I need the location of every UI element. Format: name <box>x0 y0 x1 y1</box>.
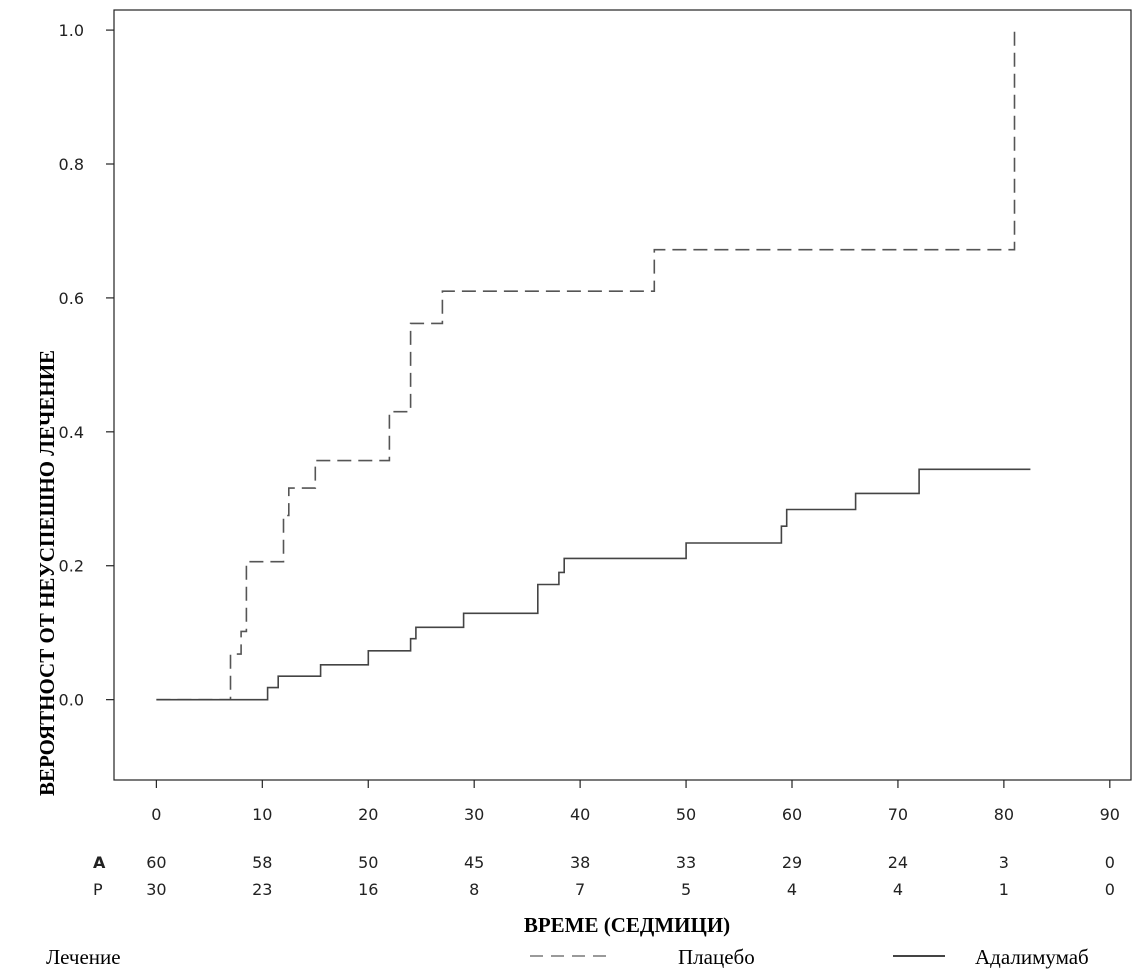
x-tick-label: 20 <box>358 805 378 824</box>
risk-cell: 60 <box>146 853 166 872</box>
risk-cell: 30 <box>146 880 166 899</box>
y-axis-title: ВЕРОЯТНОСТ ОТ НЕУСПЕШНО ЛЕЧЕНИЕ <box>35 350 59 796</box>
x-tick-label: 80 <box>994 805 1014 824</box>
risk-cell: 29 <box>782 853 802 872</box>
series-line-adalimumab <box>156 468 1031 701</box>
x-tick-label: 0 <box>151 805 161 824</box>
y-tick-label: 0.2 <box>59 557 84 576</box>
x-axis-ticks: 0 10 20 30 40 50 60 70 80 90 <box>151 780 1120 824</box>
risk-cell: 0 <box>1105 880 1115 899</box>
risk-cell: 3 <box>999 853 1009 872</box>
y-tick-label: 0.0 <box>59 691 84 710</box>
y-axis-ticks: 0.0 0.2 0.4 0.6 0.8 1.0 <box>59 21 114 710</box>
plot-frame <box>113 9 1132 781</box>
risk-cell: 4 <box>893 880 903 899</box>
risk-table: A 60 58 50 45 38 33 29 24 3 0P 30 23 16 8 7 5 4 4 1 0 <box>93 853 1115 899</box>
risk-cell: 1 <box>999 880 1009 899</box>
risk-cell: 38 <box>570 853 590 872</box>
x-tick-label: 40 <box>570 805 590 824</box>
risk-row-label: A <box>93 853 106 872</box>
y-tick-label: 0.8 <box>59 155 84 174</box>
y-tick-label: 0.4 <box>59 423 84 442</box>
risk-cell: 24 <box>888 853 908 872</box>
series-layer <box>156 30 1031 701</box>
series-line-placebo <box>156 30 1016 701</box>
y-tick-label: 1.0 <box>59 21 84 40</box>
risk-cell: 5 <box>681 880 691 899</box>
legend: Лечение Плацебо Адалимумаб <box>46 945 1089 969</box>
x-tick-label: 30 <box>464 805 484 824</box>
risk-cell: 7 <box>575 880 585 899</box>
risk-cell: 4 <box>787 880 797 899</box>
risk-cell: 50 <box>358 853 378 872</box>
x-tick-label: 90 <box>1100 805 1120 824</box>
risk-cell: 23 <box>252 880 272 899</box>
x-tick-label: 10 <box>252 805 272 824</box>
legend-label-placebo: Плацебо <box>678 945 755 969</box>
legend-title: Лечение <box>46 945 121 969</box>
risk-cell: 45 <box>464 853 484 872</box>
x-tick-label: 70 <box>888 805 908 824</box>
risk-cell: 0 <box>1105 853 1115 872</box>
risk-cell: 16 <box>358 880 378 899</box>
risk-row-label: P <box>93 880 103 899</box>
x-axis-title: ВРЕМЕ (СЕДМИЦИ) <box>524 913 730 937</box>
y-tick-label: 0.6 <box>59 289 84 308</box>
x-tick-label: 50 <box>676 805 696 824</box>
risk-cell: 58 <box>252 853 272 872</box>
x-tick-label: 60 <box>782 805 802 824</box>
risk-cell: 8 <box>469 880 479 899</box>
risk-cell: 33 <box>676 853 696 872</box>
legend-label-adalimumab: Адалимумаб <box>975 945 1089 969</box>
